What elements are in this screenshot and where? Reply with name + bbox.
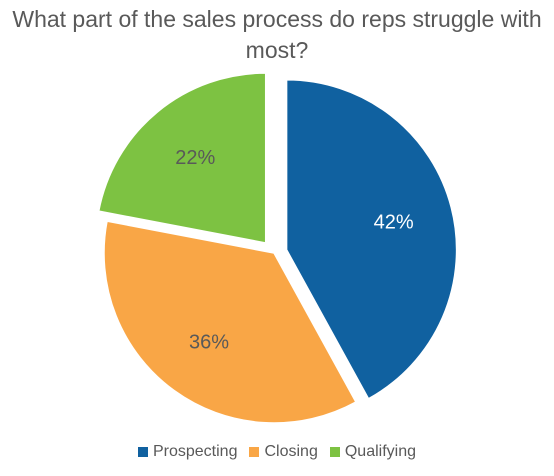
chart-title: What part of the sales process do reps s…	[12, 6, 542, 63]
legend-label-qualifying: Qualifying	[344, 443, 416, 460]
pie-slice-qualifying[interactable]	[97, 72, 267, 244]
pie-slice-closing[interactable]	[103, 220, 357, 424]
legend-swatch-qualifying	[329, 447, 340, 457]
legend-label-closing: Closing	[264, 443, 318, 460]
legend-swatch-closing	[249, 447, 260, 457]
pie-slice-prospecting[interactable]	[285, 79, 458, 400]
chart-legend: Prospecting Closing Qualifying	[0, 443, 554, 461]
legend-item-prospecting[interactable]: Prospecting	[137, 443, 238, 461]
legend-swatch-prospecting	[137, 447, 148, 457]
data-label-closing: 36%	[189, 331, 229, 353]
legend-label-prospecting: Prospecting	[152, 443, 238, 460]
legend-item-closing[interactable]: Closing	[249, 443, 318, 461]
data-label-qualifying: 22%	[175, 147, 215, 169]
data-label-prospecting: 42%	[374, 211, 414, 233]
legend-item-qualifying[interactable]: Qualifying	[329, 443, 416, 461]
